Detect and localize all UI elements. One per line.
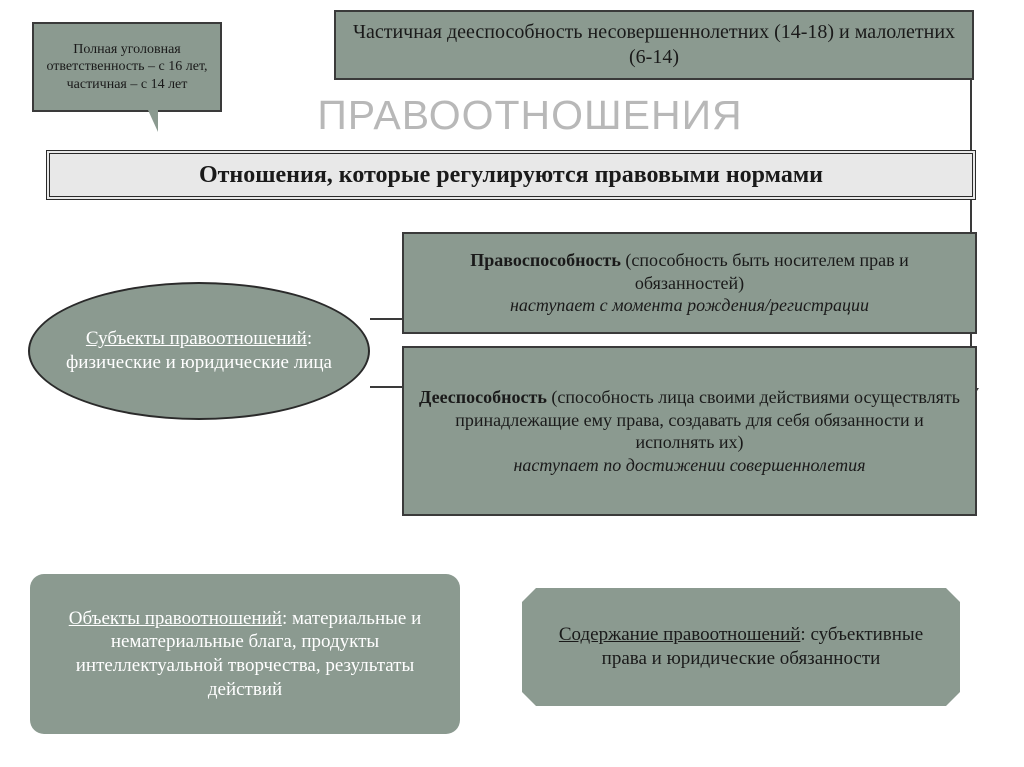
deesposobnost-block: Дееспособность (способность лица своими … (402, 346, 977, 516)
main-title: ПРАВООТНОШЕНИЯ (250, 92, 810, 140)
callout-pointer-left (148, 110, 158, 132)
callout-criminal-text: Полная уголовная ответственность – с 16 … (42, 41, 212, 94)
definition-text: Отношения, которые регулируются правовым… (199, 160, 823, 190)
pravo-line1: Правоспособность (способность быть носит… (418, 249, 961, 294)
pravo-bold: Правоспособность (470, 250, 621, 270)
dees-italic: наступает по достижении совершеннолетия (514, 454, 866, 477)
callout-partial-text: Частичная дееспособность несовершеннолет… (350, 20, 958, 70)
dees-line1: Дееспособность (способность лица своими … (418, 386, 961, 454)
definition-bar: Отношения, которые регулируются правовым… (46, 150, 976, 200)
connector-to-pravo (370, 318, 402, 320)
objects-block: Объекты правоотношений: материальные и н… (30, 574, 460, 734)
pravosposobnost-block: Правоспособность (способность быть носит… (402, 232, 977, 334)
subjects-text: Субъекты правоотношений: физические и юр… (50, 327, 348, 375)
content-text: Содержание правоотношений: субъективные … (544, 623, 938, 671)
connector-to-dees (370, 386, 402, 388)
subjects-title: Субъекты правоотношений (86, 328, 307, 349)
pravo-rest: (способность быть носителем прав и обяза… (621, 250, 909, 293)
callout-criminal-responsibility: Полная уголовная ответственность – с 16 … (32, 22, 222, 112)
content-title: Содержание правоотношений (559, 624, 801, 645)
subjects-ellipse: Субъекты правоотношений: физические и юр… (28, 282, 370, 420)
main-title-text: ПРАВООТНОШЕНИЯ (317, 90, 742, 141)
pravo-italic: наступает с момента рождения/регистрации (510, 294, 869, 317)
callout-partial-capacity: Частичная дееспособность несовершеннолет… (334, 10, 974, 80)
dees-bold: Дееспособность (419, 387, 547, 407)
objects-title: Объекты правоотношений (69, 608, 282, 629)
content-block: Содержание правоотношений: субъективные … (522, 588, 960, 706)
objects-text: Объекты правоотношений: материальные и н… (50, 607, 440, 702)
